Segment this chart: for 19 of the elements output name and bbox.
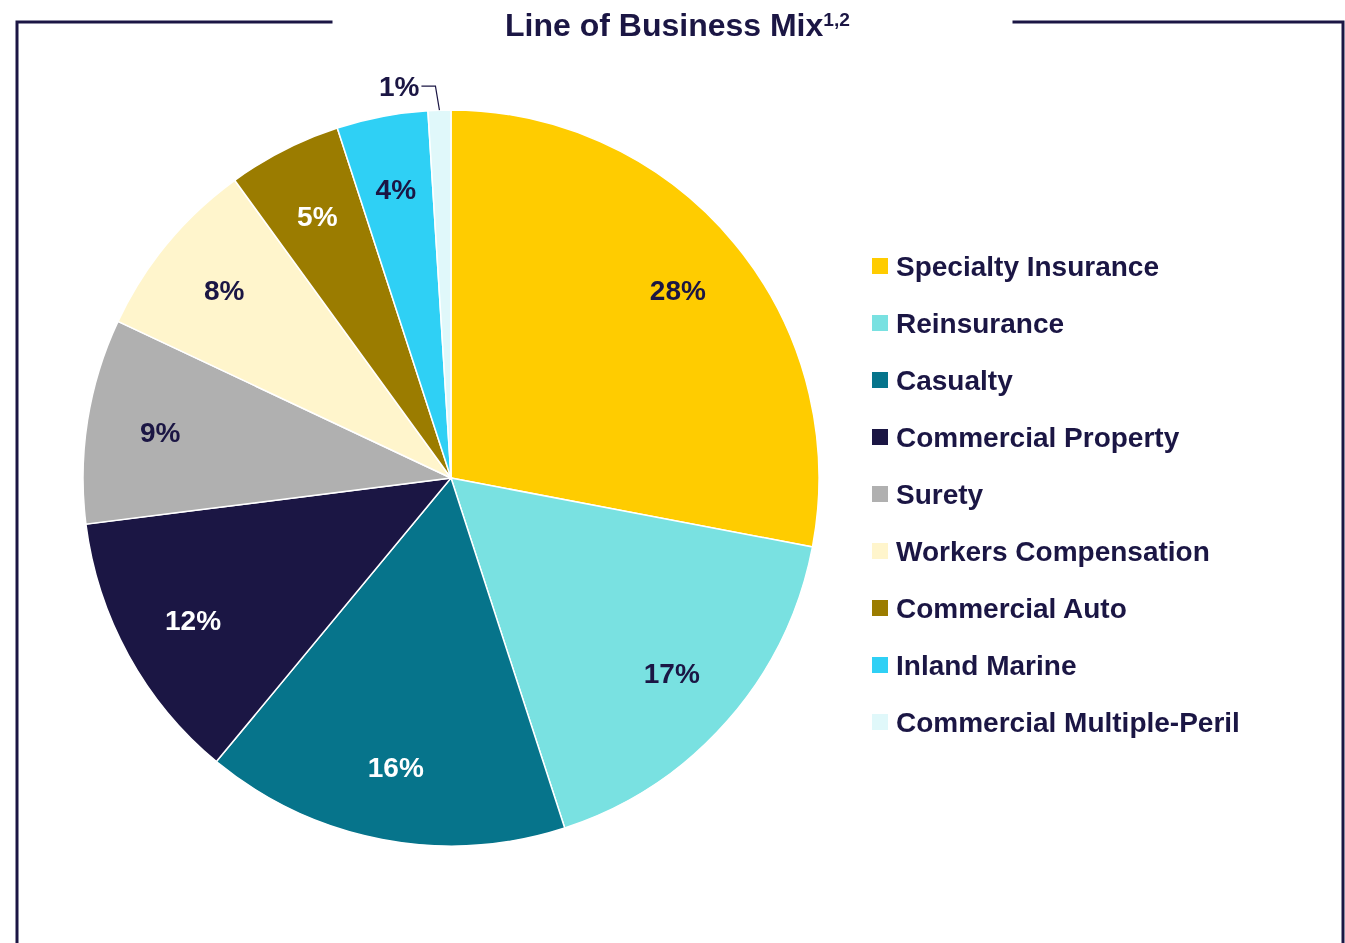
data-label: 28% [649,275,706,307]
legend-label: Casualty [896,365,1014,396]
legend-label: Inland Marine [896,650,1077,681]
data-label: 8% [203,275,245,307]
legend-label: Reinsurance [896,308,1065,339]
data-label: 12% [164,604,222,636]
data-label: 5% [297,200,338,232]
legend-label: Workers Compensation [896,536,1210,567]
data-label: 4% [375,173,417,205]
data-label: 1% [378,71,420,103]
legend-label: Commercial Property [896,422,1180,453]
chart-title: Line of Business Mix$^{1,2}$ [505,7,850,43]
data-label: 9% [139,416,181,448]
data-label: 16% [367,752,424,784]
legend-label: Specialty Insurance [896,251,1160,282]
legend-label: Commercial Multiple-Peril [896,707,1240,738]
legend-label: Commercial Auto [896,593,1127,624]
data-label: 17% [643,657,700,689]
legend-label: Surety [896,479,984,510]
